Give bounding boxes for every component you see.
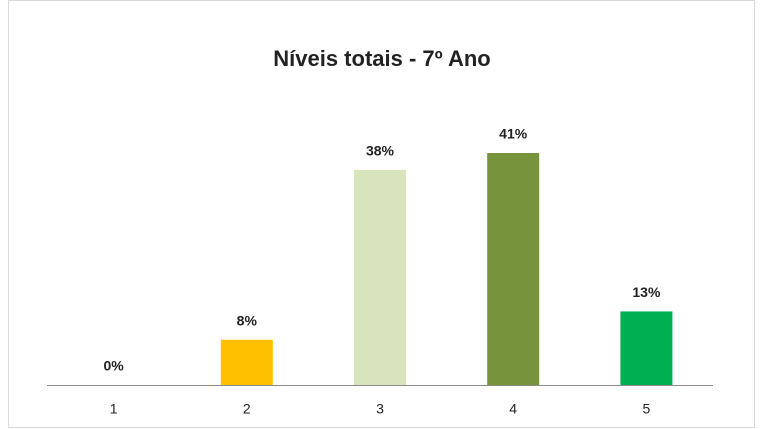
bar: [354, 169, 406, 385]
x-tick-label: 4: [509, 401, 517, 417]
data-label: 38%: [366, 143, 395, 159]
data-label: 13%: [632, 284, 661, 300]
bar: [620, 311, 673, 385]
data-label: 8%: [237, 312, 258, 328]
data-label: 0%: [103, 358, 124, 374]
x-tick-label: 1: [110, 401, 118, 417]
bar: [220, 339, 273, 385]
data-label: 41%: [499, 126, 528, 142]
x-tick-label: 3: [376, 401, 384, 417]
bar: [487, 153, 540, 385]
x-tick-label: 2: [243, 401, 251, 417]
x-tick-label: 5: [643, 401, 651, 417]
chart-title: Níveis totais - 7º Ano: [273, 46, 491, 71]
